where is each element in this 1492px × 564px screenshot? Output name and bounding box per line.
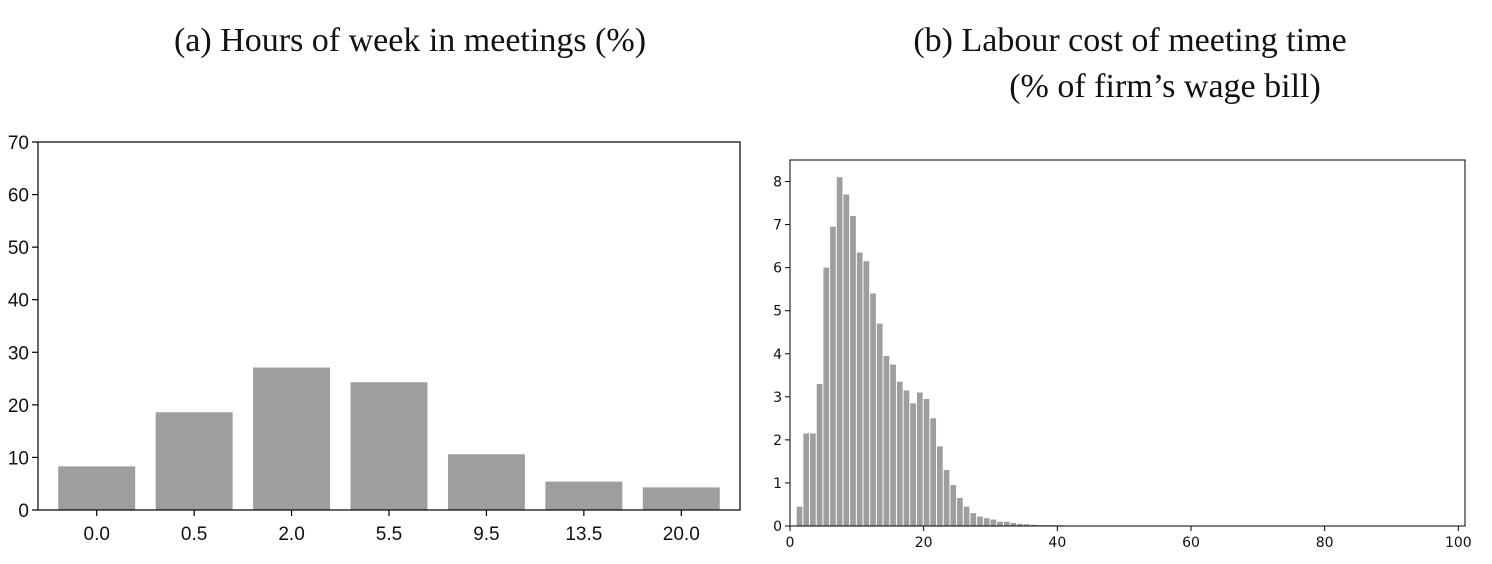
histogram-bar-13 (876, 323, 883, 526)
plot-frame (789, 159, 1466, 527)
histogram-bar-36 (1030, 524, 1037, 526)
y-tick-label-4: 4 (773, 347, 782, 363)
bar-5.5 (350, 382, 428, 510)
histogram-bar-28 (977, 516, 983, 526)
x-tick-label-0: 0 (786, 535, 795, 551)
y-tick-label-10: 10 (8, 448, 29, 469)
histogram-bar-34 (1017, 523, 1023, 526)
histogram-bar-8 (843, 194, 850, 526)
chart-b-title-line2: (% of firm’s wage bill) (1009, 68, 1321, 105)
x-tick-label-20.0: 20.0 (663, 524, 700, 545)
x-tick-label-13.5: 13.5 (565, 524, 602, 545)
histogram-bar-23 (943, 470, 950, 526)
histogram-bar-17 (903, 390, 910, 526)
histogram-bar-12 (870, 293, 876, 526)
x-tick-label-0.0: 0.0 (84, 524, 110, 545)
histogram-bar-11 (863, 261, 870, 526)
x-tick-label-2.0: 2.0 (278, 524, 304, 545)
y-tick-label-60: 60 (8, 186, 29, 207)
histogram-bar-3 (810, 433, 816, 526)
histogram-bar-5 (823, 267, 830, 526)
histogram-bar-27 (970, 513, 977, 526)
y-tick-label-40: 40 (8, 291, 29, 312)
y-tick-label-0: 0 (18, 501, 29, 522)
histogram-bar-16 (896, 381, 903, 526)
x-tick-label-9.5: 9.5 (473, 524, 499, 545)
bar-0.5 (155, 412, 233, 510)
histogram-bar-4 (816, 383, 823, 526)
bar-9.5 (447, 454, 525, 510)
y-tick-label-5: 5 (773, 304, 782, 320)
x-tick-label-60: 60 (1182, 535, 1200, 551)
y-tick-label-50: 50 (8, 238, 29, 259)
x-tick-label-0.5: 0.5 (181, 524, 207, 545)
histogram-bar-15 (890, 364, 896, 526)
y-tick-label-70: 70 (8, 133, 29, 154)
x-tick-label-20: 20 (915, 535, 933, 551)
histogram-bar-30 (990, 519, 997, 526)
x-tick-label-40: 40 (1048, 535, 1066, 551)
histogram-bar-6 (830, 226, 836, 526)
histogram-bar-20 (923, 398, 930, 526)
histogram-bar-32 (1003, 521, 1010, 526)
y-tick-label-0: 0 (773, 519, 782, 535)
x-tick-label-80: 80 (1316, 535, 1334, 551)
histogram-bar-33 (1010, 522, 1017, 526)
histogram-bar-24 (950, 485, 957, 526)
x-tick-label-100: 100 (1445, 535, 1472, 551)
bar-20.0 (642, 487, 720, 510)
histogram-bar-21 (930, 418, 937, 526)
y-tick-label-3: 3 (773, 390, 782, 406)
bar-2.0 (253, 367, 331, 510)
histogram-bar-1 (796, 506, 803, 526)
histogram-bar-35 (1023, 524, 1030, 526)
bar-13.5 (545, 481, 623, 510)
y-tick-label-7: 7 (773, 218, 782, 234)
x-tick-label-5.5: 5.5 (376, 524, 402, 545)
histogram-bar-9 (850, 215, 856, 526)
histogram-bar-31 (997, 521, 1003, 526)
chart-a-title: (a) Hours of week in meetings (%) (173, 22, 647, 59)
y-tick-label-1: 1 (773, 476, 782, 492)
histogram-bar-10 (856, 252, 863, 526)
bar-0.0 (58, 466, 136, 510)
histogram-bar-19 (916, 392, 923, 526)
y-tick-label-20: 20 (8, 396, 29, 417)
histogram-bar-29 (983, 518, 990, 526)
histogram-bar-26 (963, 506, 970, 526)
y-tick-label-2: 2 (773, 433, 782, 449)
y-tick-label-8: 8 (773, 175, 782, 191)
histogram-bar-25 (957, 498, 963, 526)
chart-b-title-line1: (b) Labour cost of meeting time (913, 22, 1347, 59)
histogram-bar-2 (803, 433, 810, 526)
y-tick-label-6: 6 (773, 261, 782, 277)
y-tick-label-30: 30 (8, 343, 29, 364)
histogram-bar-22 (937, 446, 943, 526)
histogram-bar-18 (910, 403, 916, 526)
histogram-bar-14 (883, 355, 890, 526)
chart-a-hours-in-meetings: 0 10 20 30 40 50 60 70 0.0 0.5 2.0 5.5 9.5 13.5 20.0 (8, 133, 741, 545)
histogram-bar-7 (836, 177, 843, 527)
